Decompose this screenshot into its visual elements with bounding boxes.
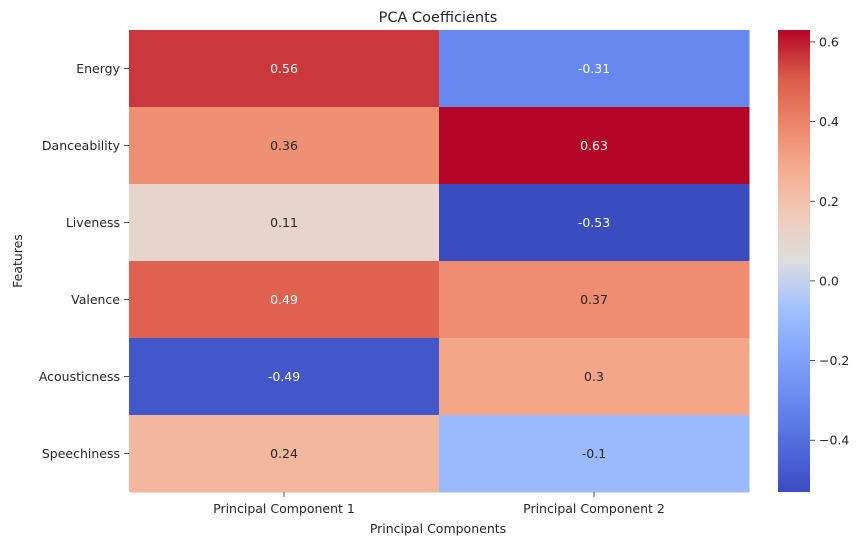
x-tick-label: Principal Component 2 bbox=[523, 501, 665, 516]
cell-value-label: 0.49 bbox=[270, 292, 298, 307]
y-tick-label: Danceability bbox=[42, 138, 121, 153]
cell-value-label: 0.3 bbox=[584, 369, 604, 384]
y-axis-label: Features bbox=[10, 234, 25, 288]
colorbar-tick-label: −0.2 bbox=[819, 353, 849, 368]
cell-value-label: -0.31 bbox=[578, 61, 610, 76]
heatmap-cell bbox=[129, 107, 440, 185]
heatmap-cell bbox=[129, 30, 440, 108]
cell-value-label: -0.1 bbox=[582, 446, 606, 461]
cell-value-label: 0.24 bbox=[270, 446, 298, 461]
colorbar-tick-label: 0.4 bbox=[819, 114, 839, 129]
x-axis-label: Principal Components bbox=[370, 521, 506, 536]
colorbar bbox=[778, 30, 810, 492]
y-tick-label: Energy bbox=[76, 61, 120, 76]
colorbar-tick-label: 0.0 bbox=[819, 273, 839, 288]
cell-value-label: 0.36 bbox=[270, 138, 298, 153]
heatmap-cell bbox=[439, 184, 750, 262]
y-tick-labels: Energy Danceability Liveness Valence Acousti… bbox=[39, 61, 129, 461]
heatmap-cell bbox=[439, 415, 750, 493]
colorbar-tick-label: 0.6 bbox=[819, 34, 839, 49]
heatmap-cell bbox=[439, 338, 750, 416]
y-tick-label: Acousticness bbox=[39, 369, 120, 384]
colorbar-tick-label: −0.4 bbox=[819, 433, 849, 448]
cell-value-label: 0.11 bbox=[270, 215, 298, 230]
y-tick-label: Liveness bbox=[66, 215, 120, 230]
chart-title: PCA Coefficients bbox=[379, 10, 498, 26]
heatmap-cell bbox=[439, 261, 750, 339]
cell-value-label: 0.56 bbox=[270, 61, 298, 76]
heatmap-cell bbox=[129, 338, 440, 416]
x-tick-labels: Principal Component 1 Principal Component… bbox=[213, 492, 665, 516]
heatmap-cell bbox=[129, 184, 440, 262]
colorbar-ticks: 0.6 0.4 0.2 0.0 −0.2 −0.4 bbox=[810, 34, 849, 448]
heatmap-cell bbox=[439, 107, 750, 185]
cell-value-label: -0.53 bbox=[578, 215, 610, 230]
y-tick-label: Speechiness bbox=[42, 446, 120, 461]
cell-value-label: 0.37 bbox=[580, 292, 608, 307]
heatmap-cell bbox=[129, 415, 440, 493]
heatmap-cell bbox=[439, 30, 750, 108]
heatmap-cells: 0.56 -0.31 0.36 0.63 0.11 -0.53 0.49 0.37 -0.49 0… bbox=[129, 30, 750, 493]
cell-value-label: 0.63 bbox=[580, 138, 608, 153]
colorbar-tick-label: 0.2 bbox=[819, 194, 839, 209]
cell-value-label: -0.49 bbox=[268, 369, 300, 384]
heatmap-cell bbox=[129, 261, 440, 339]
y-tick-label: Valence bbox=[71, 292, 120, 307]
x-tick-label: Principal Component 1 bbox=[213, 501, 355, 516]
